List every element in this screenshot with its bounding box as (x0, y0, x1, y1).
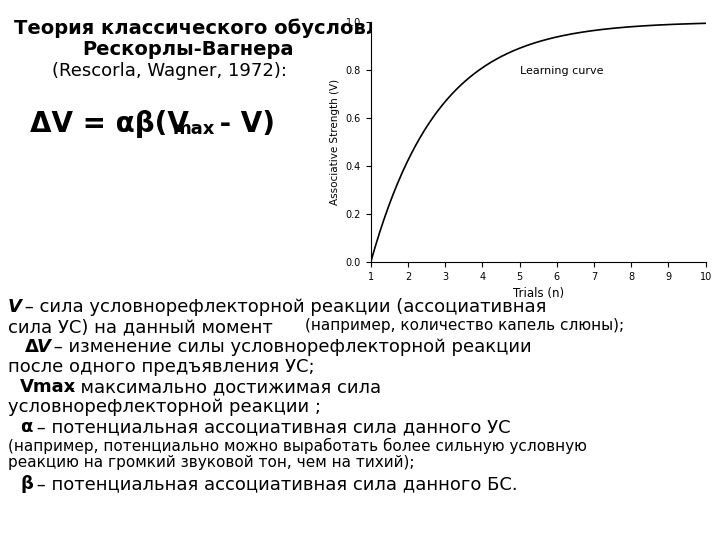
Text: – потенциальная ассоциативная сила данного БС.: – потенциальная ассоциативная сила данно… (31, 475, 518, 493)
Text: – изменение силы условнорефлекторной реакции: – изменение силы условнорефлекторной реа… (48, 338, 531, 356)
Text: – максимально достижимая сила: – максимально достижимая сила (60, 378, 381, 396)
Text: после одного предъявления УС;: после одного предъявления УС; (8, 358, 315, 376)
Text: сила УС) на данный момент: сила УС) на данный момент (8, 318, 279, 336)
Text: Δ: Δ (25, 338, 39, 356)
Text: α: α (20, 418, 32, 436)
Text: реакцию на громкий звуковой тон, чем на тихий);: реакцию на громкий звуковой тон, чем на … (8, 455, 415, 470)
Text: V: V (37, 338, 51, 356)
Text: max: max (172, 120, 215, 138)
Text: ΔV = αβ(V: ΔV = αβ(V (30, 110, 189, 138)
Text: (например, потенциально можно выработать более сильную условную: (например, потенциально можно выработать… (8, 438, 587, 454)
Text: V: V (8, 298, 22, 316)
Text: условнорефлекторной реакции ;: условнорефлекторной реакции ; (8, 398, 321, 416)
Text: – потенциальная ассоциативная сила данного УС: – потенциальная ассоциативная сила данно… (31, 418, 510, 436)
Text: Рескорлы-Вагнера: Рескорлы-Вагнера (82, 40, 294, 59)
Text: Learning curve: Learning curve (520, 66, 603, 77)
Text: Vmax: Vmax (20, 378, 76, 396)
Text: β: β (20, 475, 33, 493)
Text: (например, количество капель слюны);: (например, количество капель слюны); (305, 318, 624, 333)
Text: – сила условнорефлекторной реакции (ассоциативная: – сила условнорефлекторной реакции (ассо… (19, 298, 546, 316)
Text: (Rescorla, Wagner, 1972):: (Rescorla, Wagner, 1972): (52, 62, 287, 80)
Y-axis label: Associative Strength (V): Associative Strength (V) (330, 79, 340, 205)
Text: Теория классического обусловливания: Теория классического обусловливания (14, 18, 459, 38)
Text: - V): - V) (210, 110, 275, 138)
X-axis label: Trials (n): Trials (n) (513, 287, 564, 300)
